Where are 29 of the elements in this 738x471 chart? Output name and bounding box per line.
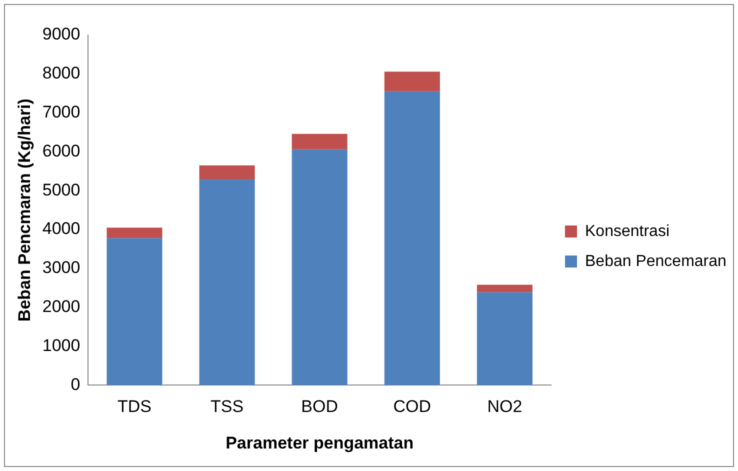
x-tick-label: TSS <box>210 397 244 416</box>
y-tick-label: 6000 <box>42 141 80 160</box>
y-tick-label: 7000 <box>42 102 80 122</box>
bar <box>199 178 255 386</box>
bar <box>292 149 348 386</box>
bar <box>106 228 162 238</box>
legend-label: Beban Pencemaran <box>585 252 726 270</box>
y-tick-label: 1000 <box>42 336 80 355</box>
y-axis-title: Beban Pencmaran (Kg/hari) <box>14 98 34 322</box>
y-tick-label: 9000 <box>42 24 80 44</box>
bar <box>384 91 440 386</box>
y-tick-label: 5000 <box>42 180 80 200</box>
x-axis-title: Parameter pengamatan <box>226 433 414 452</box>
x-tick-label: NO2 <box>487 397 522 416</box>
bar <box>292 134 348 150</box>
bar <box>106 238 162 386</box>
x-tick-label: COD <box>393 397 432 416</box>
y-tick-label: 4000 <box>42 219 80 238</box>
x-tick-label: TDS <box>117 397 152 416</box>
y-tick-label: 8000 <box>42 64 80 83</box>
legend-label: Konsentrasi <box>585 222 670 240</box>
x-tick-label: BOD <box>301 397 338 416</box>
bar <box>384 72 440 92</box>
y-tick-label: 3000 <box>42 258 80 278</box>
bar <box>476 292 532 386</box>
y-tick-label: 2000 <box>42 297 80 316</box>
y-tick-label: 0 <box>70 374 80 394</box>
bar <box>476 284 532 292</box>
bar <box>199 165 255 179</box>
